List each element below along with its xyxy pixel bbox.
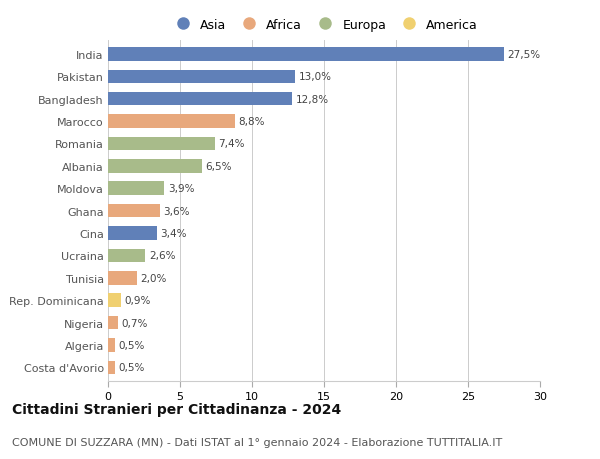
Bar	[108, 361, 115, 374]
Text: 0,5%: 0,5%	[119, 340, 145, 350]
Bar	[108, 70, 295, 84]
Text: 3,4%: 3,4%	[161, 229, 187, 239]
Text: 7,4%: 7,4%	[218, 139, 245, 149]
Text: 8,8%: 8,8%	[238, 117, 265, 127]
Bar	[108, 93, 292, 106]
Bar	[108, 204, 160, 218]
Text: 3,9%: 3,9%	[168, 184, 194, 194]
Bar	[108, 227, 157, 240]
Bar	[108, 160, 202, 173]
Text: 3,6%: 3,6%	[163, 206, 190, 216]
Bar	[108, 137, 215, 151]
Bar	[108, 294, 121, 307]
Text: 0,5%: 0,5%	[119, 363, 145, 373]
Text: 0,9%: 0,9%	[125, 296, 151, 306]
Legend: Asia, Africa, Europa, America: Asia, Africa, Europa, America	[170, 19, 478, 32]
Text: 13,0%: 13,0%	[299, 72, 332, 82]
Text: 27,5%: 27,5%	[508, 50, 541, 60]
Bar	[108, 182, 164, 196]
Bar	[108, 271, 137, 285]
Text: 0,7%: 0,7%	[122, 318, 148, 328]
Text: 6,5%: 6,5%	[205, 162, 232, 172]
Text: 2,6%: 2,6%	[149, 251, 176, 261]
Bar	[108, 338, 115, 352]
Text: 2,0%: 2,0%	[140, 273, 167, 283]
Text: COMUNE DI SUZZARA (MN) - Dati ISTAT al 1° gennaio 2024 - Elaborazione TUTTITALIA: COMUNE DI SUZZARA (MN) - Dati ISTAT al 1…	[12, 437, 502, 447]
Bar	[108, 115, 235, 129]
Text: 12,8%: 12,8%	[296, 95, 329, 104]
Text: Cittadini Stranieri per Cittadinanza - 2024: Cittadini Stranieri per Cittadinanza - 2…	[12, 402, 341, 416]
Bar	[108, 316, 118, 330]
Bar	[108, 48, 504, 62]
Bar	[108, 249, 145, 263]
